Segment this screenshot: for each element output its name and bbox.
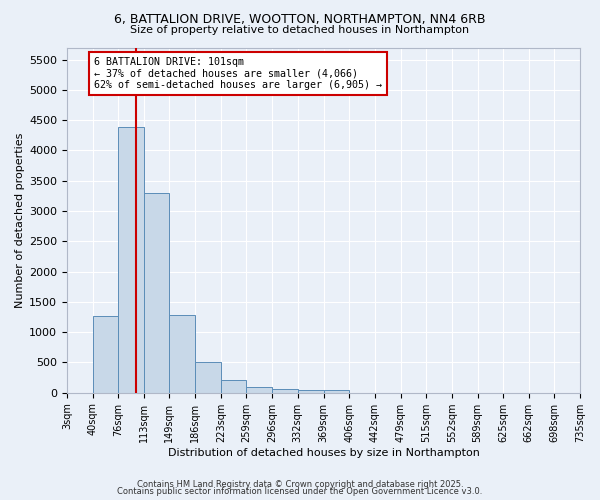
Bar bbox=[221, 380, 247, 392]
Bar bbox=[118, 128, 144, 392]
X-axis label: Distribution of detached houses by size in Northampton: Distribution of detached houses by size … bbox=[167, 448, 479, 458]
Bar bbox=[169, 315, 195, 392]
Text: Contains public sector information licensed under the Open Government Licence v3: Contains public sector information licen… bbox=[118, 488, 482, 496]
Text: Contains HM Land Registry data © Crown copyright and database right 2025.: Contains HM Land Registry data © Crown c… bbox=[137, 480, 463, 489]
Bar bbox=[93, 316, 118, 392]
Bar bbox=[323, 390, 349, 392]
Bar bbox=[247, 388, 272, 392]
Bar bbox=[298, 390, 323, 392]
Text: 6, BATTALION DRIVE, WOOTTON, NORTHAMPTON, NN4 6RB: 6, BATTALION DRIVE, WOOTTON, NORTHAMPTON… bbox=[114, 12, 486, 26]
Y-axis label: Number of detached properties: Number of detached properties bbox=[15, 132, 25, 308]
Bar bbox=[195, 362, 221, 392]
Text: Size of property relative to detached houses in Northampton: Size of property relative to detached ho… bbox=[130, 25, 470, 35]
Bar bbox=[144, 193, 169, 392]
Text: 6 BATTALION DRIVE: 101sqm
← 37% of detached houses are smaller (4,066)
62% of se: 6 BATTALION DRIVE: 101sqm ← 37% of detac… bbox=[94, 56, 382, 90]
Bar bbox=[272, 389, 298, 392]
